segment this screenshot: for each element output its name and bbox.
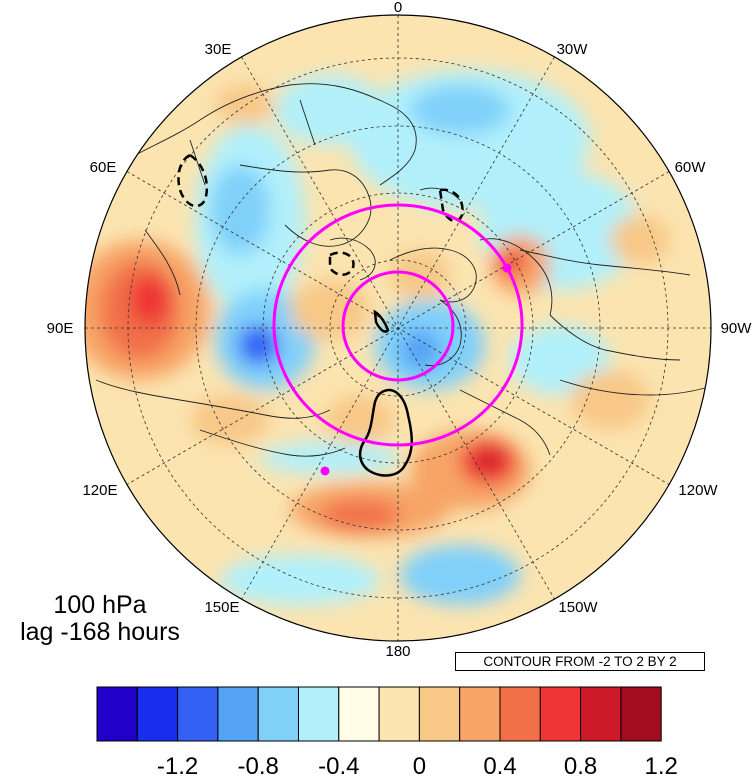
colorbar-boxes (96, 686, 662, 742)
lag-label: lag -168 hours (20, 618, 180, 646)
colorbar-tick-label: 0 (413, 753, 426, 779)
colorbar-box (136, 686, 179, 742)
lon-label-120e: 120E (82, 482, 117, 499)
positive-contour (358, 389, 413, 477)
lon-label-150e: 150E (204, 599, 239, 616)
colorbar-box (257, 686, 299, 742)
marker-dot-2 (320, 466, 330, 476)
lon-label-60w: 60W (675, 159, 707, 176)
colorbar: -1.2 -0.8 -0.4 0 0.4 0.8 1.2 (96, 686, 678, 779)
colorbar-box (459, 686, 501, 742)
colorbar-box (217, 686, 259, 742)
colorbar-box (378, 686, 420, 742)
graticule (85, 15, 711, 641)
lon-label-30w: 30W (557, 41, 589, 58)
marker-dot-1 (502, 263, 512, 273)
lon-label-150w: 150W (558, 599, 598, 616)
map-border (84, 14, 712, 642)
colorbar-box (177, 686, 219, 742)
field-blobs (85, 70, 670, 605)
colorbar-tick-label: -0.8 (238, 753, 279, 779)
lon-label-60e: 60E (90, 159, 117, 176)
lon-label-90e: 90E (47, 320, 74, 337)
colorbar-box (499, 686, 541, 742)
magenta-rings (272, 203, 524, 447)
colorbar-box (580, 686, 622, 742)
colorbar-box (620, 686, 662, 742)
colorbar-box (338, 686, 380, 742)
colorbar-box (539, 686, 582, 742)
lon-label-120w: 120W (678, 482, 718, 499)
colorbar-box (298, 686, 340, 742)
level-label: 100 hPa (53, 591, 147, 619)
polar-map: 0 30W 60W 90W 120W 150W 180 150E 120E 90… (47, 0, 753, 660)
positive-contour-small (373, 309, 390, 333)
coastlines (95, 83, 706, 457)
longitude-labels: 0 30W 60W 90W 120W 150W 180 150E 120E 90… (47, 0, 753, 660)
lon-label-0: 0 (394, 0, 402, 16)
colorbar-tick-label: 1.2 (645, 753, 678, 779)
colorbar-box (96, 686, 138, 742)
contour-info: CONTOUR FROM -2 TO 2 BY 2 (455, 652, 705, 671)
colorbar-tick-label: 0.4 (483, 753, 516, 779)
anomaly-field (85, 15, 711, 641)
lon-label-30e: 30E (205, 41, 232, 58)
colorbar-tick-label: 0.8 (564, 753, 597, 779)
colorbar-ticks: -1.2 -0.8 -0.4 0 0.4 0.8 1.2 (157, 753, 678, 779)
lon-label-180: 180 (385, 643, 410, 660)
panel-label: 100 hPa lag -168 hours (0, 592, 200, 646)
colorbar-tick-label: -1.2 (157, 753, 198, 779)
colorbar-box (418, 686, 461, 742)
lon-label-90w: 90W (721, 320, 753, 337)
colorbar-tick-label: -0.4 (318, 753, 359, 779)
